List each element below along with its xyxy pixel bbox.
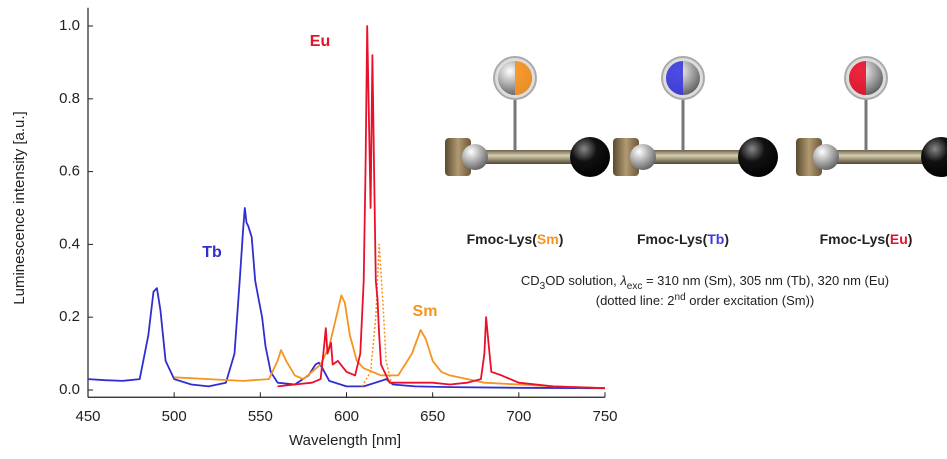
note-part: CD bbox=[521, 273, 540, 288]
ion-half bbox=[666, 61, 683, 95]
note2: (dotted line: 2nd order excitation (Sm)) bbox=[596, 292, 815, 309]
spectrum-line bbox=[361, 243, 393, 387]
ion-half bbox=[515, 61, 532, 95]
note-part: λ bbox=[619, 273, 626, 288]
molecule-prefix: Fmoc-Lys( bbox=[820, 231, 891, 247]
molecule-label: Fmoc-Lys(Sm) bbox=[467, 231, 564, 247]
molecule-label: Fmoc-Lys(Eu) bbox=[820, 231, 913, 247]
note-part: nd bbox=[675, 292, 686, 303]
series-label: Tb bbox=[202, 244, 222, 261]
note-part: order excitation (Sm)) bbox=[686, 293, 815, 308]
spectrum-line bbox=[87, 207, 606, 390]
series-label: Eu bbox=[310, 33, 330, 50]
y-axis-title: Luminescence intensity [a.u.] bbox=[11, 111, 28, 304]
x-tick-label: 650 bbox=[420, 408, 445, 425]
y-tick-label: 0.0 bbox=[59, 381, 80, 398]
note-part: exc bbox=[627, 281, 643, 292]
cap bbox=[796, 138, 822, 176]
x-tick-label: 550 bbox=[248, 408, 273, 425]
y-tick-label: 0.2 bbox=[59, 308, 80, 325]
x-tick-label: 700 bbox=[506, 408, 531, 425]
molecule-suffix: ) bbox=[908, 231, 913, 247]
molecule-prefix: Fmoc-Lys( bbox=[467, 231, 538, 247]
cap bbox=[613, 138, 639, 176]
series-label: Sm bbox=[413, 303, 438, 320]
spectrum-line bbox=[174, 294, 606, 390]
cap bbox=[445, 138, 471, 176]
spectrum-line bbox=[277, 25, 606, 390]
molecule-suffix: ) bbox=[724, 231, 729, 247]
rod bbox=[633, 150, 758, 164]
note: CD3OD solution, λexc = 310 nm (Sm), 305 … bbox=[521, 273, 889, 291]
black-sphere bbox=[921, 137, 947, 177]
black-sphere bbox=[570, 137, 610, 177]
molecule-ion: Tb bbox=[707, 231, 724, 247]
molecule-ion: Eu bbox=[890, 231, 908, 247]
molecule: Fmoc-Lys(Tb) bbox=[613, 56, 778, 247]
x-tick-label: 500 bbox=[162, 408, 187, 425]
x-axis-title: Wavelength [nm] bbox=[289, 432, 401, 449]
y-tick-label: 0.6 bbox=[59, 163, 80, 180]
rod bbox=[816, 150, 941, 164]
y-tick-label: 0.4 bbox=[59, 235, 80, 252]
y-tick-label: 1.0 bbox=[59, 17, 80, 34]
molecule: Fmoc-Lys(Eu) bbox=[796, 56, 947, 247]
note-part: 3 bbox=[540, 281, 546, 292]
x-tick-label: 750 bbox=[592, 408, 617, 425]
note-part: (dotted line: 2 bbox=[596, 293, 675, 308]
molecule: Fmoc-Lys(Sm) bbox=[445, 56, 610, 247]
molecule-ion: Sm bbox=[537, 231, 559, 247]
rod bbox=[465, 150, 590, 164]
molecule-prefix: Fmoc-Lys( bbox=[637, 231, 708, 247]
molecule-label: Fmoc-Lys(Tb) bbox=[637, 231, 729, 247]
molecule-suffix: ) bbox=[559, 231, 564, 247]
grey-sphere bbox=[813, 144, 839, 170]
grey-sphere bbox=[630, 144, 656, 170]
note-part: = 310 nm (Sm), 305 nm (Tb), 320 nm (Eu) bbox=[642, 273, 889, 288]
note-part: OD solution, bbox=[545, 273, 620, 288]
black-sphere bbox=[738, 137, 778, 177]
x-tick-label: 450 bbox=[75, 408, 100, 425]
x-tick-label: 600 bbox=[334, 408, 359, 425]
y-tick-label: 0.8 bbox=[59, 90, 80, 107]
grey-sphere bbox=[462, 144, 488, 170]
ion-half bbox=[849, 61, 866, 95]
